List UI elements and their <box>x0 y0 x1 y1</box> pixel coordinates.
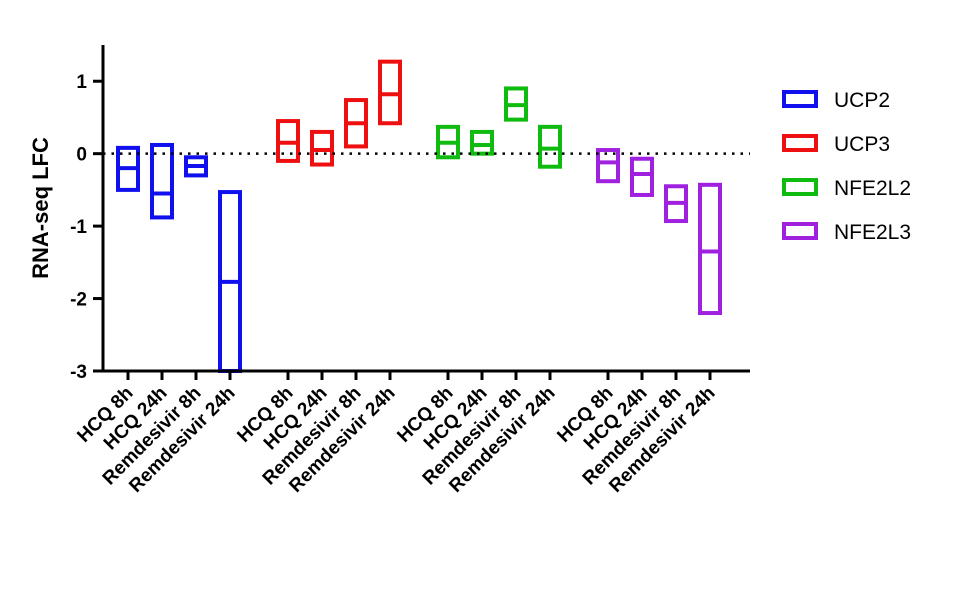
y-tick-label: 1 <box>76 72 87 93</box>
axes-layer: -3 -2 -1 0 1 <box>70 45 750 383</box>
y-tick-label: -2 <box>70 290 87 311</box>
y-tick-label: -1 <box>70 217 87 238</box>
bar-nfe2l3-1 <box>596 148 620 184</box>
legend: UCP2 UCP3 NFE2L2 NFE2L3 <box>782 89 911 244</box>
legend-label-nfe2l3: NFE2L3 <box>834 221 911 244</box>
legend-swatch-ucp2 <box>782 90 818 108</box>
legend-swatch-ucp3 <box>782 134 818 152</box>
y-axis-title: RNA-seq LFC <box>28 137 53 279</box>
bars-layer <box>116 59 722 373</box>
y-tick-label: -3 <box>70 362 87 383</box>
legend-swatch-nfe2l2 <box>782 178 818 196</box>
bar-nfe2l3-2 <box>630 156 654 197</box>
bar-nfe2l2-2 <box>470 129 494 156</box>
legend-swatch-nfe2l3 <box>782 222 818 240</box>
legend-label-nfe2l2: NFE2L2 <box>834 177 911 200</box>
bar-ucp2-2 <box>150 142 174 220</box>
y-tick-label: 0 <box>76 145 87 166</box>
bar-nfe2l3-4 <box>698 182 722 316</box>
legend-label-ucp3: UCP3 <box>834 133 890 156</box>
legend-label-ucp2: UCP2 <box>834 89 890 112</box>
